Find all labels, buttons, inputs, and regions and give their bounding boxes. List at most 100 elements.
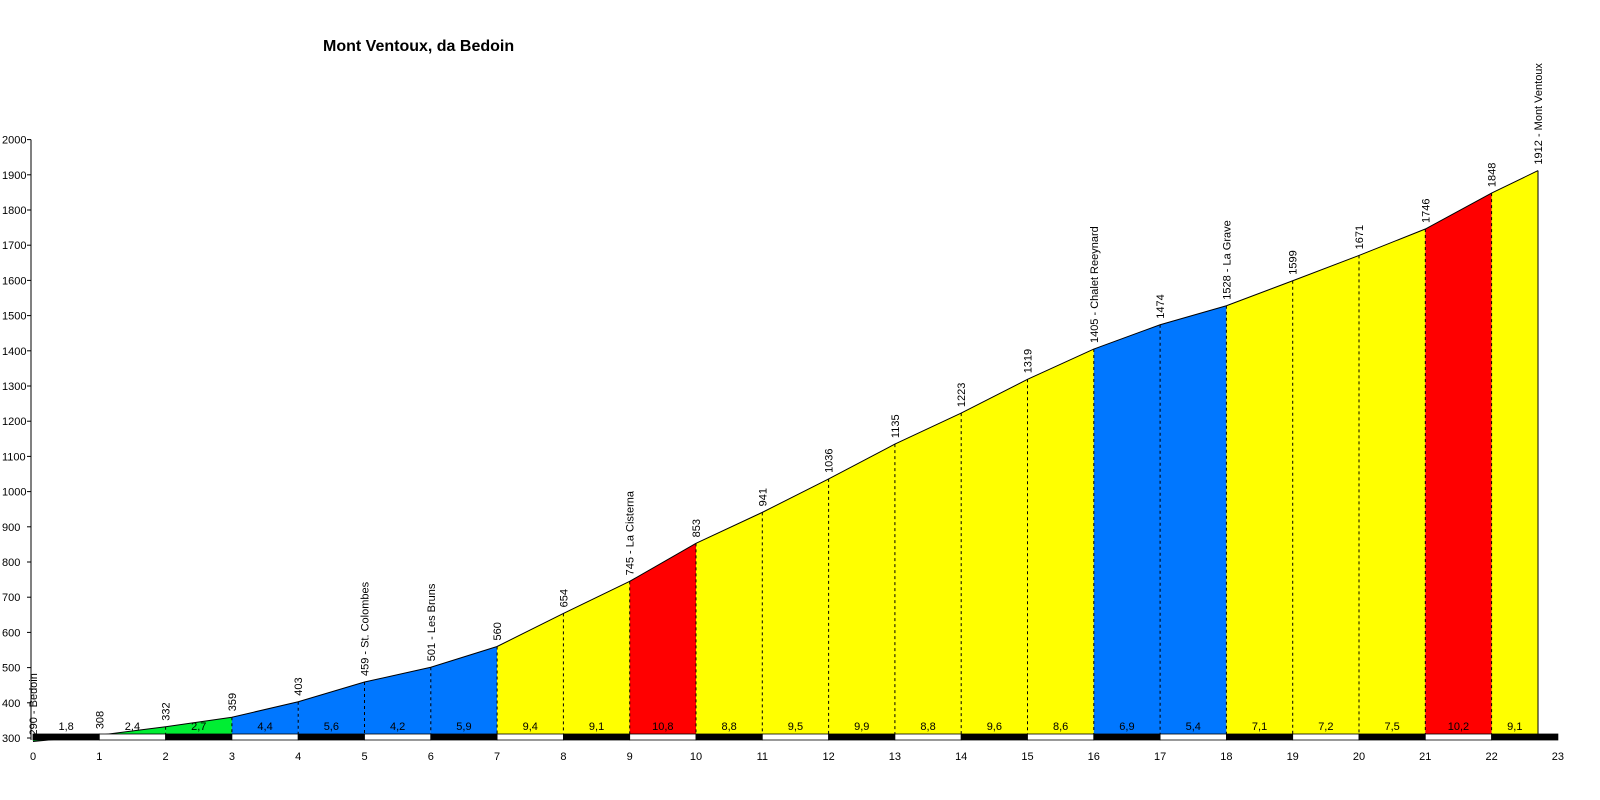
elevation-label: 853 [691, 519, 703, 537]
gradient-label: 9,6 [987, 721, 1002, 733]
gradient-label: 7,1 [1252, 721, 1267, 733]
segment-blue-16 [1093, 324, 1161, 734]
y-tick-label: 500 [2, 663, 20, 675]
segment-yellow-12 [828, 444, 895, 734]
x-tick-label: 11 [757, 751, 768, 763]
gradient-label: 5,9 [456, 721, 471, 733]
y-tick-label: 1100 [2, 451, 26, 463]
km-strip-block [297, 733, 365, 741]
km-strip-block [32, 733, 100, 741]
x-tick-label: 23 [1552, 751, 1564, 763]
elevation-label: 1848 [1487, 163, 1499, 187]
elevation-label: 745 - La Cisterna [625, 490, 637, 575]
km-strip-block [695, 733, 763, 741]
elevation-label: 459 - St. Colombes [360, 581, 372, 676]
x-tick-label: 15 [1021, 751, 1033, 763]
gradient-label: 10,8 [652, 721, 673, 733]
gradient-label: 9,1 [589, 721, 604, 733]
elevation-label: 1319 [1023, 349, 1035, 373]
km-strip-block [761, 733, 829, 741]
y-tick-label: 1600 [2, 275, 26, 287]
x-tick-label: 22 [1485, 751, 1497, 763]
elevation-label: 1405 - Chalet Reeynard [1089, 226, 1101, 343]
segment-yellow-14 [961, 379, 1028, 734]
y-tick-label: 900 [2, 522, 20, 534]
profile-outline [32, 170, 1539, 743]
y-tick-label: 400 [2, 698, 20, 710]
x-tick-label: 7 [494, 751, 500, 763]
km-strip-block [1027, 733, 1095, 741]
gradient-label: 4,2 [390, 721, 405, 733]
gradient-segments [33, 170, 1539, 742]
x-tick-label: 12 [822, 751, 834, 763]
segment-blue-17 [1160, 305, 1227, 734]
y-tick-label: 1900 [2, 170, 26, 182]
gradient-label: 7,5 [1385, 721, 1400, 733]
segment-blue-5 [364, 667, 431, 734]
elevation-label: 403 [293, 677, 305, 695]
segment-yellow-11 [762, 478, 829, 734]
km-strip-block [1424, 733, 1493, 741]
elevation-label: 290 - Bedoin [28, 673, 40, 735]
km-strip-block [1491, 733, 1559, 741]
segment-yellow-7 [497, 613, 564, 734]
km-strip-block [1093, 733, 1161, 741]
elevation-label: 1599 [1288, 250, 1300, 274]
x-tick-label: 9 [627, 751, 633, 763]
segment-yellow-13 [894, 413, 962, 734]
elevation-label: 1135 [890, 414, 902, 438]
x-tick-label: 17 [1154, 751, 1166, 763]
km-baseline-strip [32, 733, 1559, 741]
y-tick-label: 1500 [2, 311, 26, 323]
x-tick-label: 6 [428, 751, 434, 763]
gradient-label: 9,1 [1507, 721, 1522, 733]
y-tick-label: 700 [2, 592, 20, 604]
gradient-label: 9,9 [854, 721, 869, 733]
x-tick-label: 20 [1353, 751, 1365, 763]
y-axis: 300 400 500 600 700 800 900 1000 1100 1200 1300 140… [2, 135, 32, 745]
km-strip-block [828, 733, 896, 741]
gradient-label: 5,4 [1186, 721, 1201, 733]
x-tick-label: 16 [1088, 751, 1100, 763]
gradient-label: 6,9 [1119, 721, 1134, 733]
elevation-label: 654 [558, 589, 570, 607]
elevation-label: 308 [94, 711, 106, 729]
gradient-label: 8,8 [920, 721, 935, 733]
x-tick-label: 18 [1220, 751, 1232, 763]
x-tick-label: 21 [1419, 751, 1431, 763]
x-tick-label: 3 [229, 751, 235, 763]
x-axis: 0 1 2 3 4 5 6 7 8 9 10 11 12 13 14 15 16 17 18 19 20 21 22 23 [30, 751, 1564, 763]
km-strip-block [98, 733, 167, 741]
gradient-label: 4,4 [257, 721, 272, 733]
km-strip-block [364, 733, 432, 741]
y-tick-label: 2000 [2, 135, 26, 147]
elevation-label: 941 [757, 488, 769, 506]
elevation-label: 1223 [956, 383, 968, 407]
gradient-labels: 1,8 2,4 2,7 4,4 5,6 4,2 5,9 9,4 9,1 10,8 8,8 9,5 9,9… [59, 721, 1523, 733]
x-tick-label: 13 [889, 751, 901, 763]
gradient-label: 9,4 [523, 721, 538, 733]
km-strip-block [1159, 733, 1227, 741]
km-strip-block [960, 733, 1028, 741]
segment-red-9 [629, 543, 696, 734]
segment-yellow-22 [1491, 170, 1539, 735]
elevation-label: 1036 [824, 448, 836, 472]
km-strip-block [563, 733, 631, 741]
elevation-label: 1474 [1155, 294, 1167, 318]
segment-green-2 [165, 717, 232, 734]
y-tick-label: 300 [2, 733, 20, 745]
profile-line [32, 170, 1539, 743]
segment-yellow-19 [1292, 255, 1359, 734]
segment-yellow-8 [563, 581, 630, 734]
y-tick-label: 1000 [2, 487, 26, 499]
x-tick-label: 4 [295, 751, 301, 763]
y-tick-label: 1200 [2, 416, 26, 428]
elevation-label: 1671 [1354, 225, 1366, 249]
segment-red-21 [1425, 193, 1492, 734]
segment-yellow-20 [1359, 229, 1426, 734]
elevation-label: 560 [492, 622, 504, 640]
y-tick-label: 1800 [2, 205, 26, 217]
y-tick-label: 1400 [2, 346, 26, 358]
gradient-label: 8,6 [1053, 721, 1068, 733]
